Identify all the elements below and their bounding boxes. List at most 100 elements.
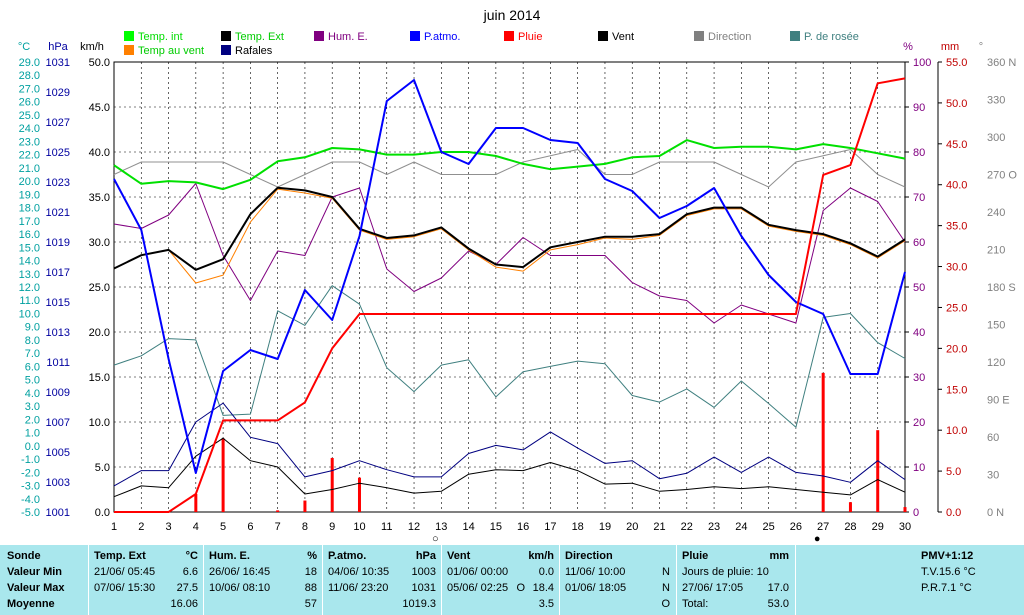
legend-swatch	[790, 31, 800, 41]
label-moy: Moyenne	[7, 598, 55, 610]
temp-tick: 22.0	[19, 150, 40, 162]
wind-tick: 5.0	[95, 462, 110, 474]
series-temp-ext	[113, 186, 906, 271]
rain-bar-day-5	[221, 438, 225, 512]
rain-bar-day-4	[194, 494, 198, 512]
vent-head: Vent	[447, 550, 471, 562]
press-tick: 1019	[46, 237, 70, 249]
temp-ext-moy: 16.06	[170, 598, 198, 610]
legend-swatch	[221, 31, 231, 41]
legend-label: Direction	[708, 31, 751, 43]
press-tick: 1013	[46, 327, 70, 339]
hum-unit: %	[307, 550, 317, 562]
dir-tick: 60	[987, 432, 999, 444]
hum-tick: 20	[913, 417, 925, 429]
series-temp-au-vent	[113, 188, 906, 284]
wind-tick: 45.0	[89, 102, 110, 114]
temp-tick: 1.0	[25, 428, 40, 440]
wind-tick: 40.0	[89, 147, 110, 159]
pmv-head: PMV+1:12	[921, 550, 974, 562]
press-tick: 1003	[46, 477, 70, 489]
stats-temp-ext: Temp. Ext °C 21/06/ 05:45 6.6 07/06/ 15:…	[89, 545, 203, 615]
x-tick-label: 16	[517, 521, 529, 533]
direction-min-date: 11/06/ 10:00	[565, 566, 626, 578]
hum-max-date: 10/06/ 08:10	[209, 582, 271, 594]
label-min: Valeur Min	[7, 566, 63, 578]
series-temp-int	[113, 139, 906, 191]
stats-pmv: PMV+1:12 T.V.15.6 °C P.R.7.1 °C	[796, 545, 1024, 615]
press-tick: 1023	[46, 177, 70, 189]
series-p-atmo-	[113, 79, 906, 474]
legend-swatch	[694, 31, 704, 41]
dir-tick: 240	[987, 207, 1005, 219]
temp-tick: 16.0	[19, 229, 40, 241]
moon-phase-icon: ●	[814, 533, 821, 545]
hum-min: 18	[304, 566, 317, 578]
dir-tick: 90 E	[987, 395, 1010, 407]
temp-tick: 11.0	[19, 295, 40, 307]
temp-tick: 15.0	[19, 242, 40, 254]
press-tick: 1017	[46, 267, 70, 279]
direction-moy: O	[661, 598, 670, 610]
x-tick-label: 14	[462, 521, 474, 533]
temp-tick: 10.0	[19, 308, 40, 320]
vent-moy: 3.5	[538, 598, 554, 610]
x-tick-label: 30	[899, 521, 911, 533]
hum-unit-label: %	[903, 41, 913, 53]
temp-tick: 6.0	[25, 361, 40, 373]
hum-tick: 10	[913, 462, 925, 474]
direction-max-date: 01/06/ 18:05	[565, 582, 627, 594]
legend-label: P.atmo.	[424, 31, 461, 43]
vent-min-date: 01/06/ 00:00	[447, 566, 509, 578]
series-lines	[113, 77, 906, 513]
hum-tick: 70	[913, 192, 925, 204]
x-tick-label: 20	[626, 521, 638, 533]
x-tick-label: 12	[408, 521, 420, 533]
temp-tick: 13.0	[19, 269, 40, 281]
temp-tick: 27.0	[19, 83, 40, 95]
temp-tick: 24.0	[19, 123, 40, 135]
press-tick: 1027	[46, 117, 70, 129]
press-tick: 1005	[46, 447, 70, 459]
pmv-pr: P.R.7.1 °C	[921, 582, 972, 594]
x-tick-label: 3	[165, 521, 171, 533]
legend-swatch	[598, 31, 608, 41]
x-tick-label: 13	[435, 521, 447, 533]
temp-tick: 26.0	[19, 97, 40, 109]
legend-label: Temp. Ext	[235, 31, 284, 43]
patmo-min: 1003	[411, 566, 436, 578]
hum-tick: 40	[913, 327, 925, 339]
rain-tick: 55.0	[946, 57, 967, 69]
pluie-total-label: Total:	[682, 598, 709, 610]
hum-tick: 80	[913, 147, 925, 159]
moon-phase-icon: ○	[432, 533, 439, 545]
x-tick-label: 4	[193, 521, 199, 533]
temp-tick: 14.0	[19, 256, 40, 268]
temp-tick: -4.0	[21, 494, 40, 506]
hum-tick: 0	[913, 507, 919, 519]
hum-moy: 57	[304, 598, 317, 610]
press-tick: 1021	[46, 207, 70, 219]
legend-swatch	[124, 31, 134, 41]
temp-ext-max-date: 07/06/ 15:30	[94, 582, 156, 594]
temp-tick: 9.0	[25, 322, 40, 334]
stats-vent: Vent km/h 01/06/ 00:00 0.0 05/06/ 02:25 …	[442, 545, 559, 615]
rain-tick: 35.0	[946, 221, 967, 233]
x-tick-label: 8	[302, 521, 308, 533]
temp-tick: 2.0	[25, 414, 40, 426]
wind-tick: 50.0	[89, 57, 110, 69]
axis-units: °C hPa km/h % mm °	[18, 41, 983, 53]
hum-head: Hum. E.	[209, 550, 250, 562]
dir-tick: 270 O	[987, 170, 1017, 182]
temp-tick: 20.0	[19, 176, 40, 188]
pluie-total: 53.0	[767, 598, 789, 610]
series-pluie	[114, 77, 906, 513]
patmo-moy: 1019.3	[402, 598, 436, 610]
press-tick: 1001	[46, 507, 70, 519]
press-tick: 1007	[46, 417, 70, 429]
temp-tick: 17.0	[19, 216, 40, 228]
grid	[113, 61, 906, 513]
wind-tick: 30.0	[89, 237, 110, 249]
rain-tick: 5.0	[946, 466, 961, 478]
vent-max-dir: O	[516, 582, 525, 594]
